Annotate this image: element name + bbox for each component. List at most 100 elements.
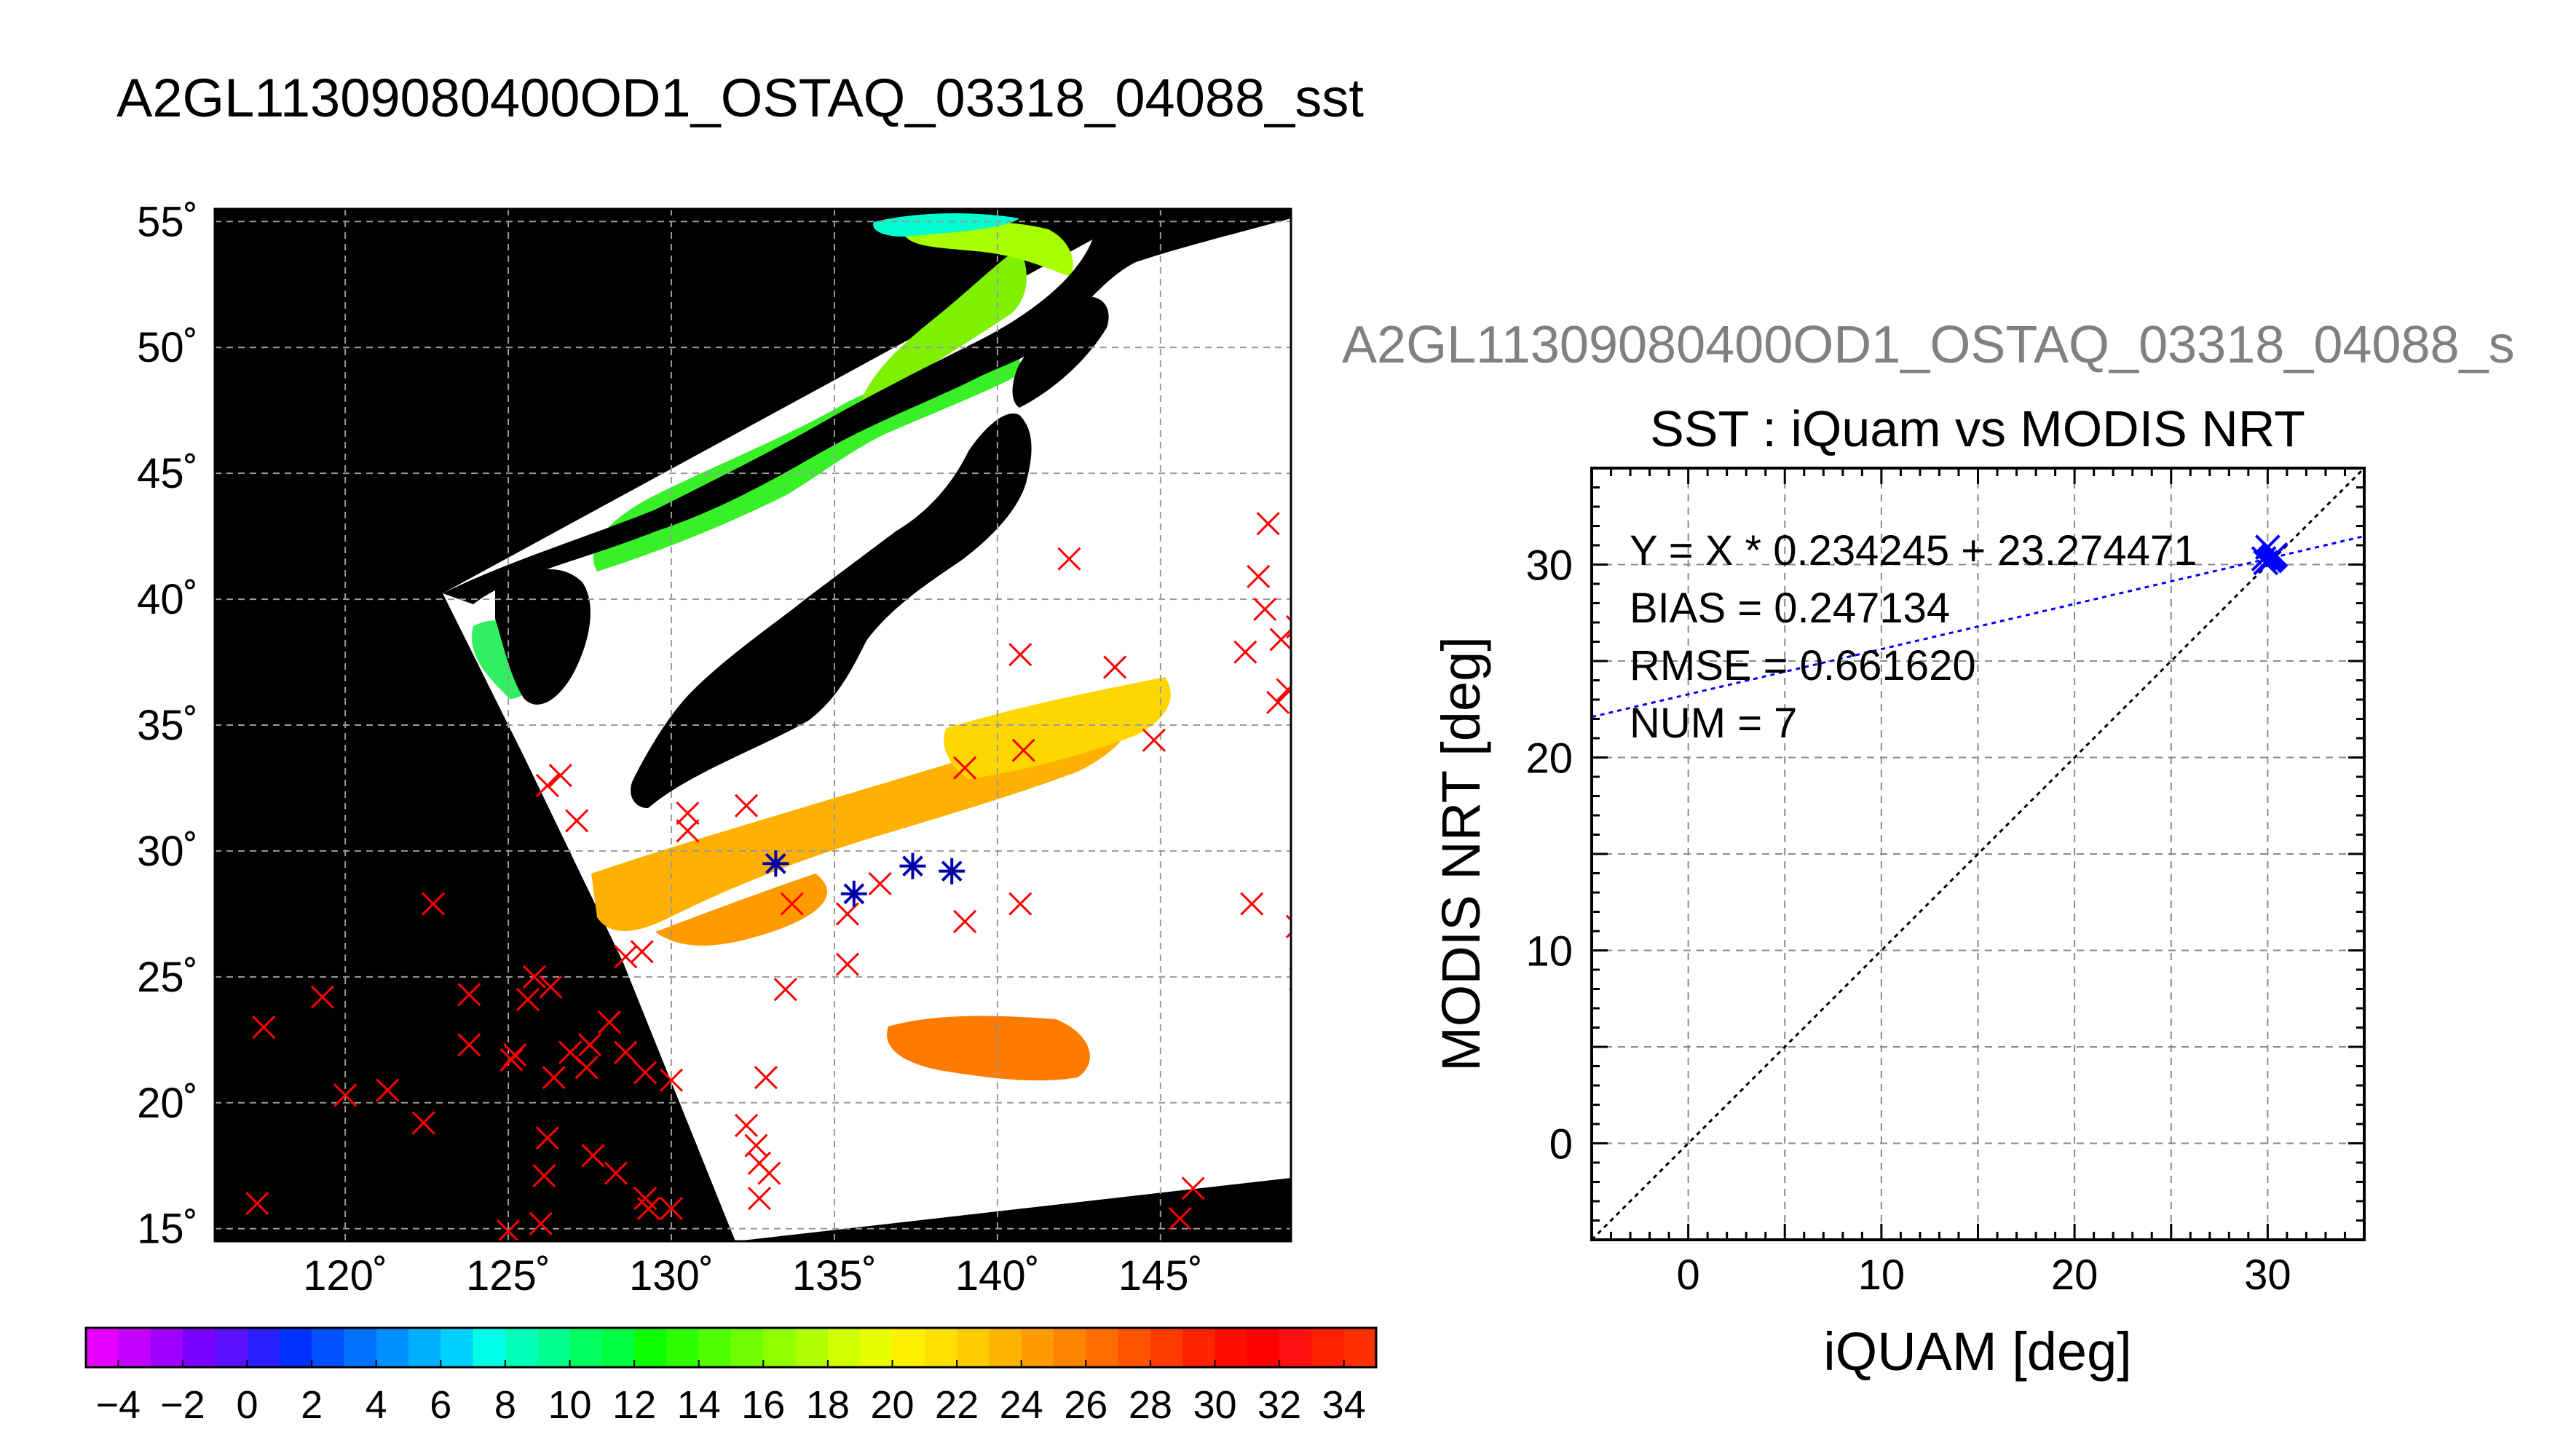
map-point-marker [1142,728,1166,752]
scatter-points [2251,534,2289,576]
map-point-marker [529,1211,553,1235]
colorbar-cell [569,1328,603,1367]
colorbar-cell [150,1328,183,1367]
colorbar-cell [473,1328,506,1367]
colorbar-cell [1215,1328,1248,1367]
stats-equation: Y = X * 0.234245 + 23.274471 [1630,527,2197,574]
colorbar-cell [1247,1328,1280,1367]
colorbar-cell [634,1328,667,1367]
x-tick-label: 10 [1858,1251,1906,1299]
y-axis-label: MODIS NRT [deg] [1431,636,1491,1072]
colorbar-cell [827,1328,861,1367]
scatter-axes: 0 10 20 30 0 10 20 30 [1525,467,2366,1299]
map-point-marker [532,1164,556,1188]
colorbar-cell [505,1328,538,1367]
stats-rmse: RMSE = 0.661620 [1630,642,1976,689]
map-point-marker [497,1219,521,1241]
map-lon-label: 135˚ [792,1252,877,1299]
map-point-marker [411,1111,435,1135]
map-point-marker [333,1083,358,1107]
colorbar-cell [86,1328,119,1367]
map-point-marker [1168,1206,1192,1230]
colorbar-cells [86,1328,1377,1367]
map-point-marker [310,985,334,1009]
colorbar-cell [1150,1328,1183,1367]
colorbar-cell [892,1328,925,1367]
colorbar-tick-label: −4 [96,1383,141,1427]
colorbar-tick-label: 30 [1193,1383,1236,1427]
colorbar-cell [860,1328,893,1367]
colorbar-cell [957,1328,990,1367]
map-match-marker [939,858,965,885]
colorbar-cell [1182,1328,1216,1367]
colorbar-tick-label: 10 [548,1383,591,1427]
colorbar-cell [989,1328,1022,1367]
land-hokkaido [1012,296,1109,408]
map-lat-label: 20˚ [137,1080,198,1127]
map-point-marker [535,773,559,798]
colorbar-tick-label: 18 [806,1383,850,1427]
sst-retrieval-east [887,1016,1090,1081]
colorbar-tick-label: 0 [236,1383,258,1427]
map-point-marker [565,809,589,833]
sst-retrieval-south-2 [944,677,1171,779]
colorbar-cell [763,1328,797,1367]
map-point-marker [1266,690,1290,714]
colorbar-cell [279,1328,312,1367]
map-point-marker [1011,738,1035,762]
scatter-plot: Y = X * 0.234245 + 23.274471 BIAS = 0.24… [1431,467,2366,1382]
colorbar-tick-label: 24 [1000,1383,1043,1427]
colorbar-tick-label: 6 [430,1383,451,1427]
scatter-point [2251,546,2277,571]
colorbar-cell [537,1328,571,1367]
map-lon-label: 125˚ [466,1252,550,1299]
colorbar-cell [441,1328,474,1367]
map-point-marker [780,892,804,916]
map-match-marker [899,852,926,879]
colorbar-cell [312,1328,344,1367]
map-point-marker [1008,643,1032,667]
map-point-marker [604,1161,628,1185]
land-korea [495,569,591,705]
colorbar-cell [118,1328,151,1367]
map-point-marker [659,1196,684,1221]
y-tick-label: 20 [1525,735,1573,783]
x-tick-label: 0 [1676,1251,1699,1299]
map-lat-label: 15˚ [137,1206,198,1253]
land-japan [631,414,1032,808]
map-lat-label: 25˚ [137,954,198,1001]
map-axes: 120˚ 125˚ 130˚ 135˚ 140˚ 145˚ 55˚ 50˚ 45˚ 40˚ 35˚ 3… [137,198,1203,1299]
map-frame [213,207,1292,1243]
map-point-marker [548,764,572,788]
map-point-marker [376,1078,400,1102]
y-tick-label: 0 [1549,1121,1573,1168]
sst-retrieval-south-3 [655,874,828,946]
map-point-marker [1103,655,1127,679]
map-point-marker [1008,892,1032,916]
map-point-marker [754,1066,778,1090]
colorbar-cell [1118,1328,1151,1367]
colorbar-tick-label: 12 [612,1383,656,1427]
sst-retrieval-north-2 [859,248,1027,408]
stats-bias: BIAS = 0.247134 [1630,585,1950,632]
map-lat-label: 30˚ [137,828,198,875]
colorbar-tick-label: 20 [870,1383,914,1427]
map-point-marker [252,1015,276,1040]
map-point-marker [1256,512,1280,536]
land-russia [443,210,1291,604]
map-point-marker [597,1010,621,1034]
stats-box: Y = X * 0.234245 + 23.274471 BIAS = 0.24… [1630,527,2197,747]
map-point-marker [868,871,892,895]
map-point-marker [1247,564,1271,589]
colorbar-tick-label: 8 [494,1383,516,1427]
map-point-marker [1233,640,1257,664]
colorbar: −4 −2 0 2 4 6 8 10 12 14 16 18 20 22 24 26 28 30 32 34 [84,1326,1378,1427]
map-point-marker [578,1033,602,1057]
map-lon-label: 145˚ [1118,1252,1203,1299]
map-point-marker [734,794,759,818]
map-lat-label: 50˚ [137,324,198,371]
colorbar-cell [731,1328,764,1367]
colorbar-cell [1311,1328,1345,1367]
map-point-marker [1181,1176,1205,1200]
